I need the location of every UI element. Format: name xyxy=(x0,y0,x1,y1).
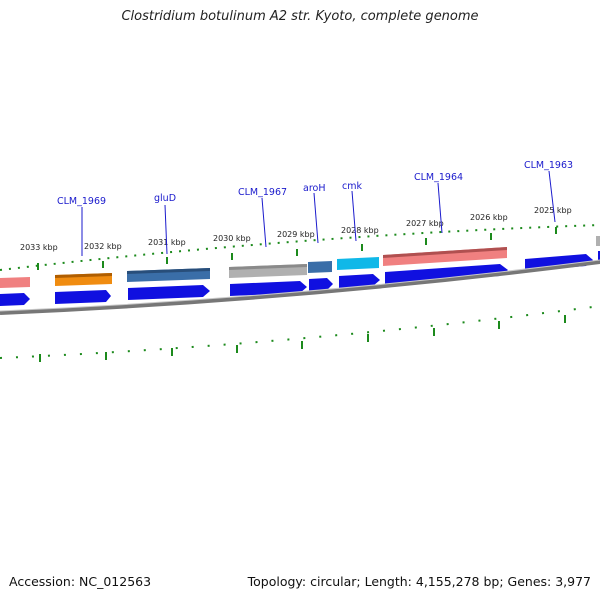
map-title: Clostridium botulinum A2 str. Kyoto, com… xyxy=(121,9,479,24)
salmon-feature-left[interactable] xyxy=(0,277,30,288)
steelblue-feature-aroh[interactable] xyxy=(308,261,332,273)
gene-label-clm-1964[interactable]: CLM_1964 xyxy=(414,172,463,183)
kbp-label-2029: 2029 kbp xyxy=(277,230,315,239)
gene-leader-lines xyxy=(81,170,556,256)
cds-arrow[interactable] xyxy=(128,285,210,300)
genome-summary-text: Topology: circular; Length: 4,155,278 bp… xyxy=(247,574,591,589)
cds-arrow[interactable] xyxy=(385,264,508,284)
cds-arrow-track xyxy=(0,251,600,306)
gene-label-cmk[interactable]: cmk xyxy=(342,181,362,192)
gene-labels: CLM_1969 gluD CLM_1967 aroH cmk CLM_1964… xyxy=(57,160,573,207)
cyan-feature-cmk[interactable] xyxy=(337,257,379,270)
kbp-label-2028: 2028 kbp xyxy=(341,226,379,235)
kbp-label-2033: 2033 kbp xyxy=(20,243,58,252)
cds-arrow[interactable] xyxy=(0,293,30,306)
gray-feature-right[interactable] xyxy=(596,236,600,246)
kbp-label-2025: 2025 kbp xyxy=(534,206,572,215)
kbp-label-2032: 2032 kbp xyxy=(84,242,122,251)
kbp-label-2026: 2026 kbp xyxy=(470,213,508,222)
gene-label-glud[interactable]: gluD xyxy=(154,193,176,204)
kbp-scale-labels: 2033 kbp 2032 kbp 2031 kbp 2030 kbp 2029… xyxy=(20,206,572,252)
gene-label-clm-1963[interactable]: CLM_1963 xyxy=(524,160,573,171)
kbp-label-2027: 2027 kbp xyxy=(406,219,444,228)
feature-track xyxy=(0,236,600,288)
gene-label-aroh[interactable]: aroH xyxy=(303,183,325,194)
gene-label-clm-1969[interactable]: CLM_1969 xyxy=(57,196,106,207)
genome-backbone xyxy=(0,260,600,315)
accession-text: Accession: NC_012563 xyxy=(9,574,152,589)
cds-arrow[interactable] xyxy=(339,274,380,288)
cds-arrow[interactable] xyxy=(55,290,111,304)
lower-tick-ring xyxy=(0,305,600,362)
kbp-label-2030: 2030 kbp xyxy=(213,234,251,243)
gene-label-clm-1967[interactable]: CLM_1967 xyxy=(238,187,287,198)
cds-arrow[interactable] xyxy=(309,278,333,291)
cds-arrow[interactable] xyxy=(230,281,307,296)
upper-tick-ring xyxy=(0,224,600,271)
